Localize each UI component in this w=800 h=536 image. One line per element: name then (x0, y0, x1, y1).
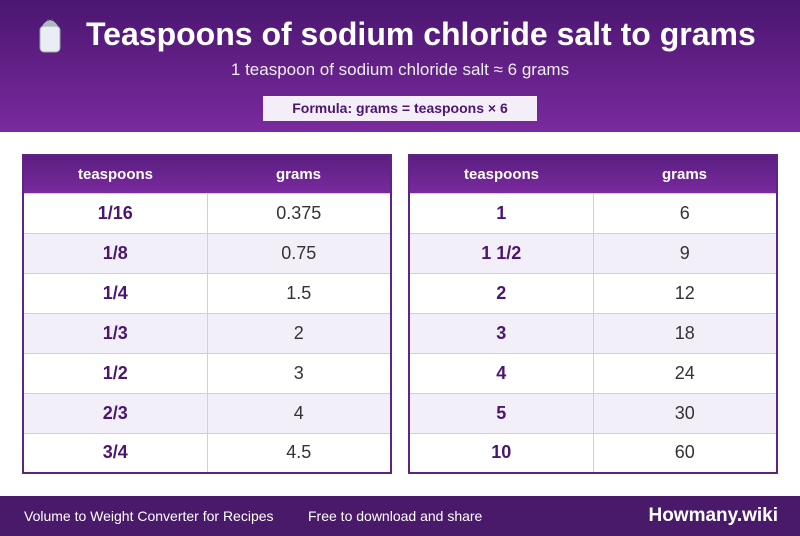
header-row: teaspoons grams (409, 155, 777, 193)
header-row: teaspoons grams (23, 155, 391, 193)
table-cell: 10 (408, 432, 594, 474)
column-header: grams (207, 155, 391, 193)
table-cell: 1/16 (22, 192, 208, 234)
table-cell: 12 (592, 272, 778, 314)
table-row: 2 12 (408, 272, 778, 314)
table-row: 5 30 (408, 392, 778, 434)
table-row: 1/3 2 (22, 312, 392, 354)
title: Teaspoons of sodium chloride salt to gra… (86, 16, 756, 52)
table-cell: 4 (408, 352, 594, 394)
table-cell: 4.5 (206, 432, 392, 474)
table-cell: 3/4 (22, 432, 208, 474)
table-cell: 1/8 (22, 232, 208, 274)
table-cell: 2/3 (22, 392, 208, 434)
table-cell: 1/2 (22, 352, 208, 394)
table-row: 3/4 4.5 (22, 432, 392, 474)
table-row: 4 24 (408, 352, 778, 394)
formula: Formula: grams = teaspoons × 6 (263, 96, 537, 121)
table-row: 1/8 0.75 (22, 232, 392, 274)
table-row: 1 1/2 9 (408, 232, 778, 274)
table-cell: 18 (592, 312, 778, 354)
column-header: teaspoons (409, 155, 593, 193)
table-row: 10 60 (408, 432, 778, 474)
table-row: 3 18 (408, 312, 778, 354)
table-cell: 60 (592, 432, 778, 474)
header: Teaspoons of sodium chloride salt to gra… (0, 0, 800, 132)
conversion-table: teaspoons grams 1 6 1 1/2 9 2 12 3 18 4 24 5 30 10 60 (408, 154, 778, 474)
table-cell: 0.375 (206, 192, 392, 234)
table-row: 1/2 3 (22, 352, 392, 394)
table-row: 1/16 0.375 (22, 192, 392, 234)
footer-text: Free to download and share (308, 508, 483, 524)
table-cell: 3 (408, 312, 594, 354)
table-cell: 2 (408, 272, 594, 314)
table-cell: 1 (408, 192, 594, 234)
brand: Howmany.wiki (648, 505, 778, 526)
table-cell: 1 1/2 (408, 232, 594, 274)
table-row: 1/4 1.5 (22, 272, 392, 314)
subtitle: 1 teaspoon of sodium chloride salt ≈ 6 g… (230, 60, 570, 79)
column-header: grams (593, 155, 777, 193)
table-cell: 2 (206, 312, 392, 354)
table-cell: 9 (592, 232, 778, 274)
table-row: 2/3 4 (22, 392, 392, 434)
table-cell: 1/4 (22, 272, 208, 314)
table-cell: 5 (408, 392, 594, 434)
column-header: teaspoons (23, 155, 207, 193)
footer-text: Volume to Weight Converter for Recipes (24, 508, 274, 524)
table-cell: 3 (206, 352, 392, 394)
table-cell: 6 (592, 192, 778, 234)
table-cell: 24 (592, 352, 778, 394)
footer: Volume to Weight Converter for Recipes F… (0, 496, 800, 536)
table-cell: 30 (592, 392, 778, 434)
conversion-table: teaspoons grams 1/16 0.375 1/8 0.75 1/4 1.5 1/3 2… (22, 154, 392, 474)
table-cell: 0.75 (206, 232, 392, 274)
salt-icon (39, 19, 61, 53)
table-cell: 1.5 (206, 272, 392, 314)
table-cell: 4 (206, 392, 392, 434)
table-cell: 1/3 (22, 312, 208, 354)
